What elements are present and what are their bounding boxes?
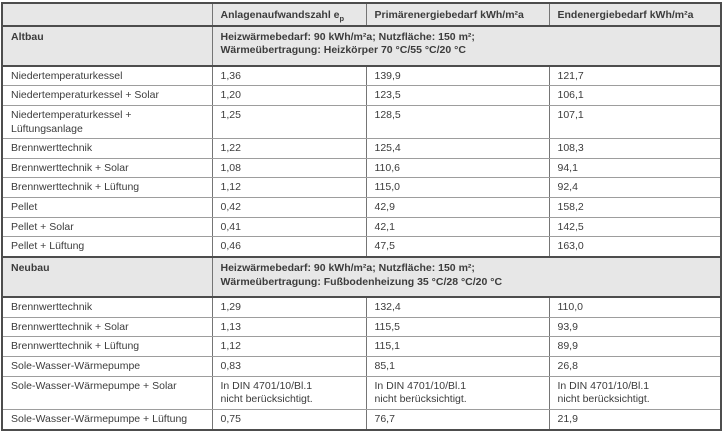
ep-value-cell: 1,08: [211, 157, 367, 179]
table-row: Sole-Wasser-Wärmepumpe 0,83 85,1 26,8: [1, 355, 722, 377]
end-energy-value-cell: 106,1: [548, 85, 722, 106]
section-description: Heizwärmebedarf: 90 kWh/m²a; Nutzfläche:…: [211, 256, 722, 299]
table-row: Sole-Wasser-Wärmepumpe + Solar In DIN 470…: [1, 375, 722, 410]
row-label-cell: Sole-Wasser-Wärmepumpe: [1, 355, 213, 377]
table-row: Brennwerttechnik 1,29 132,4 110,0: [1, 296, 722, 318]
header-ep-subscript: p: [339, 14, 345, 24]
row-label-cell: Pellet + Solar: [1, 216, 213, 238]
end-energy-value-cell: 93,9: [548, 316, 722, 338]
table-row: Brennwerttechnik + Solar 1,13 115,5 93,9: [1, 316, 722, 338]
ep-value-cell: 1,25: [211, 104, 367, 140]
end-energy-value-cell: 26,8: [548, 355, 722, 377]
table-row: Brennwerttechnik + Solar 1,08 110,6 94,1: [1, 157, 722, 179]
row-label-cell: Brennwerttechnik + Solar: [1, 316, 213, 338]
primary-energy-value-cell: 123,5: [365, 85, 550, 106]
header-anlagenaufwandszahl-label: Anlagenaufwandszahl e: [220, 9, 340, 21]
primary-energy-value-cell: 128,5: [365, 104, 550, 140]
row-label-cell: Brennwerttechnik: [1, 296, 213, 318]
end-energy-value-cell: 108,3: [548, 138, 722, 159]
ep-value-cell: 0,46: [211, 236, 367, 258]
row-label-cell: Sole-Wasser-Wärmepumpe + Solar: [1, 375, 213, 410]
primary-energy-value-cell: 125,4: [365, 138, 550, 159]
header-primaerenergiebedarf: Primärenergiebedarf kWh/m²a: [365, 3, 550, 27]
energy-demand-table: Anlagenaufwandszahl ep Primärenergiebeda…: [1, 2, 722, 431]
section-row-neubau: Neubau Heizwärmebedarf: 90 kWh/m²a; Nutzf…: [1, 256, 722, 299]
primary-energy-value-cell: 42,9: [365, 197, 550, 218]
table-row: Brennwerttechnik 1,22 125,4 108,3: [1, 138, 722, 159]
section-description: Heizwärmebedarf: 90 kWh/m²a; Nutzfläche:…: [211, 24, 722, 67]
end-energy-value-cell: 142,5: [548, 216, 722, 238]
row-label-cell: Niedertemperaturkessel: [1, 65, 213, 87]
table-header-row: Anlagenaufwandszahl ep Primärenergiebeda…: [1, 3, 722, 27]
table-row: Niedertemperaturkessel + Solar 1,20 123,5 1…: [1, 85, 722, 106]
table-row: Pellet 0,42 42,9 158,2: [1, 197, 722, 218]
primary-energy-value-cell: 76,7: [365, 408, 550, 431]
header-empty-cell: [1, 3, 213, 27]
primary-energy-value-cell: 110,6: [365, 157, 550, 179]
header-anlagenaufwandszahl: Anlagenaufwandszahl ep: [211, 3, 367, 27]
end-energy-value-cell: 163,0: [548, 236, 722, 258]
ep-value-cell: 1,29: [211, 296, 367, 318]
ep-value-cell: 1,22: [211, 138, 367, 159]
row-label-cell: Brennwerttechnik: [1, 138, 213, 159]
end-energy-value-cell: 21,9: [548, 408, 722, 431]
row-label-cell: Niedertemperaturkessel + Lüftungsanlage: [1, 104, 213, 140]
row-label-cell: Pellet + Lüftung: [1, 236, 213, 258]
primary-energy-value-cell: 139,9: [365, 65, 550, 87]
primary-energy-value-cell: 47,5: [365, 236, 550, 258]
end-energy-value-cell: 94,1: [548, 157, 722, 179]
ep-value-cell: 1,20: [211, 85, 367, 106]
ep-value-cell: 1,12: [211, 336, 367, 357]
primary-energy-value-cell: 115,1: [365, 336, 550, 357]
ep-value-cell: 0,83: [211, 355, 367, 377]
end-energy-value-cell: 107,1: [548, 104, 722, 140]
primary-energy-value-cell: 115,5: [365, 316, 550, 338]
end-energy-value-cell: 121,7: [548, 65, 722, 87]
primary-energy-value-cell: 85,1: [365, 355, 550, 377]
table-row: Niedertemperaturkessel + Lüftungsanlage 1…: [1, 104, 722, 140]
end-energy-value-cell: 158,2: [548, 197, 722, 218]
ep-value-cell: In DIN 4701/10/Bl.1 nicht berücksichtigt…: [211, 375, 367, 410]
end-energy-value-cell: 92,4: [548, 177, 722, 199]
primary-energy-value-cell: 42,1: [365, 216, 550, 238]
ep-value-cell: 1,36: [211, 65, 367, 87]
ep-value-cell: 0,42: [211, 197, 367, 218]
primary-energy-value-cell: In DIN 4701/10/Bl.1 nicht berücksichtigt…: [365, 375, 550, 410]
row-label-cell: Brennwerttechnik + Lüftung: [1, 336, 213, 357]
end-energy-value-cell: 89,9: [548, 336, 722, 357]
section-name: Neubau: [1, 256, 213, 299]
primary-energy-value-cell: 132,4: [365, 296, 550, 318]
row-label-cell: Brennwerttechnik + Solar: [1, 157, 213, 179]
table-row: Pellet + Lüftung 0,46 47,5 163,0: [1, 236, 722, 258]
ep-value-cell: 1,12: [211, 177, 367, 199]
table-row: Niedertemperaturkessel 1,36 139,9 121,7: [1, 65, 722, 87]
table-row: Sole-Wasser-Wärmepumpe + Lüftung 0,75 76,7…: [1, 408, 722, 431]
end-energy-value-cell: In DIN 4701/10/Bl.1 nicht berücksichtigt…: [548, 375, 722, 410]
section-row-altbau: Altbau Heizwärmebedarf: 90 kWh/m²a; Nutzf…: [1, 24, 722, 67]
row-label-cell: Pellet: [1, 197, 213, 218]
table-row: Pellet + Solar 0,41 42,1 142,5: [1, 216, 722, 238]
table-body: Altbau Heizwärmebedarf: 90 kWh/m²a; Nutzf…: [1, 24, 722, 431]
table-row: Brennwerttechnik + Lüftung 1,12 115,1 89,9: [1, 336, 722, 357]
end-energy-value-cell: 110,0: [548, 296, 722, 318]
ep-value-cell: 0,41: [211, 216, 367, 238]
ep-value-cell: 0,75: [211, 408, 367, 431]
row-label-cell: Brennwerttechnik + Lüftung: [1, 177, 213, 199]
primary-energy-value-cell: 115,0: [365, 177, 550, 199]
header-endenergiebedarf: Endenergiebedarf kWh/m²a: [548, 3, 722, 27]
section-name: Altbau: [1, 24, 213, 67]
row-label-cell: Sole-Wasser-Wärmepumpe + Lüftung: [1, 408, 213, 431]
row-label-cell: Niedertemperaturkessel + Solar: [1, 85, 213, 106]
ep-value-cell: 1,13: [211, 316, 367, 338]
table-row: Brennwerttechnik + Lüftung 1,12 115,0 92,4: [1, 177, 722, 199]
